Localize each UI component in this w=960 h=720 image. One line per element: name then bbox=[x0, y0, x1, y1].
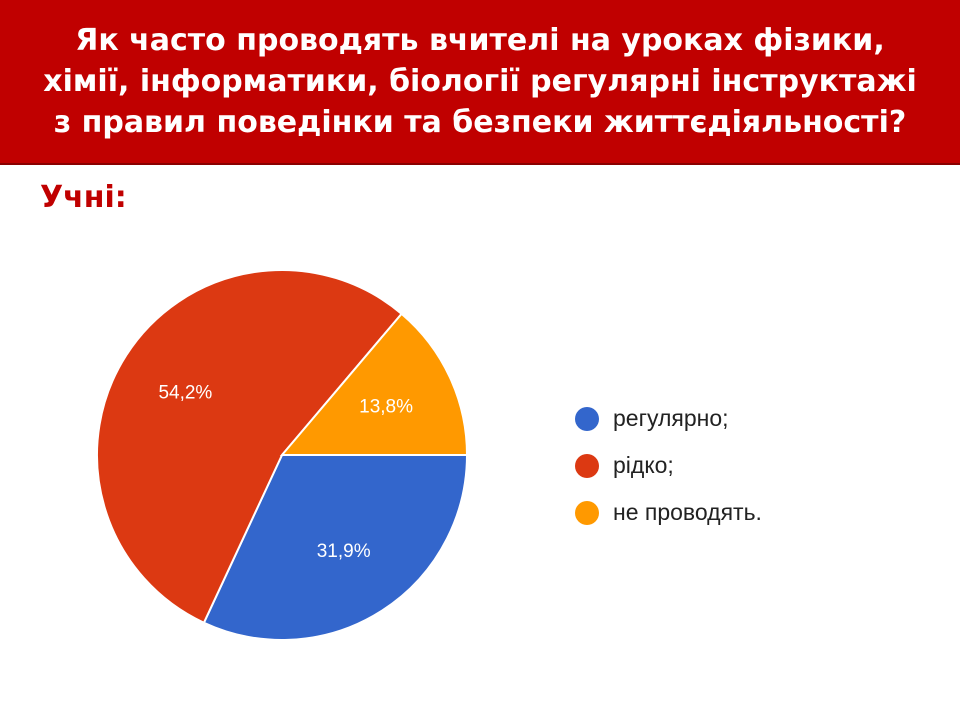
slice-label-not-conducted: 13,8% bbox=[359, 396, 413, 417]
legend-label: регулярно; bbox=[613, 405, 729, 431]
page-title: Як часто проводять вчителі на уроках фіз… bbox=[43, 23, 917, 140]
title-banner: Як часто проводять вчителі на уроках фіз… bbox=[0, 0, 960, 165]
slice-label-rarely: 54,2% bbox=[158, 383, 212, 404]
legend-swatch bbox=[575, 453, 599, 478]
chart-legend: регулярно; рідко; не проводять. bbox=[575, 395, 762, 536]
legend-item-not-conducted: не проводять. bbox=[575, 489, 762, 536]
pie-slice-rarely bbox=[96, 269, 403, 625]
pie-slice-regular bbox=[202, 454, 469, 641]
legend-label: рідко; bbox=[613, 452, 674, 478]
respondent-group-label: Учні: bbox=[40, 180, 127, 215]
slice-label-regular: 31,9% bbox=[317, 541, 371, 562]
legend-swatch bbox=[575, 406, 599, 431]
pie-slice-not-conducted bbox=[279, 312, 469, 456]
legend-swatch bbox=[575, 500, 599, 525]
legend-label: не проводять. bbox=[613, 499, 762, 525]
legend-item-regular: регулярно; bbox=[575, 395, 762, 442]
legend-item-rarely: рідко; bbox=[575, 442, 762, 489]
